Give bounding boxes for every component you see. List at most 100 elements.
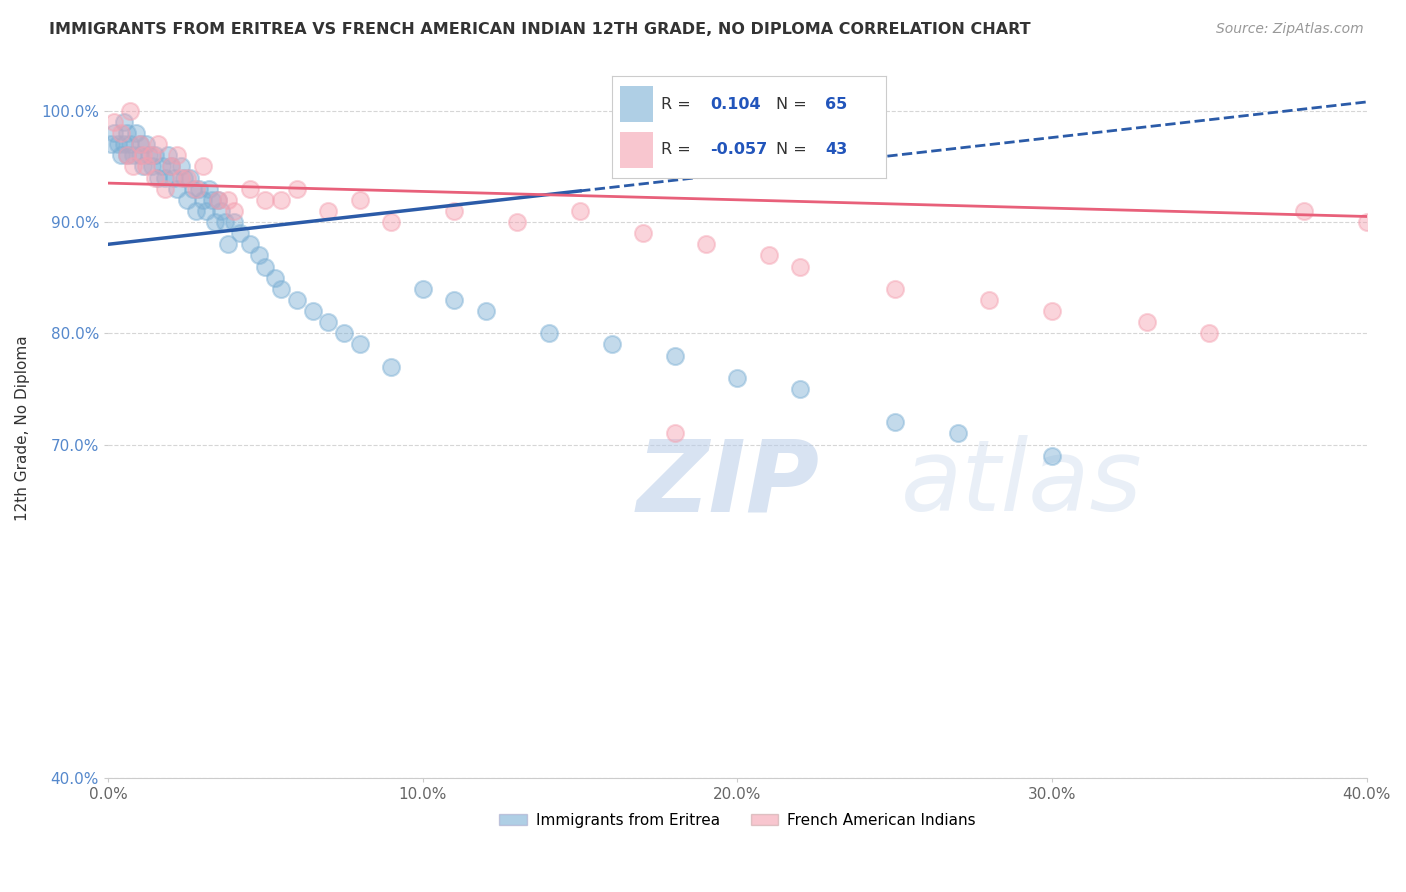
Point bbox=[209, 203, 232, 218]
Point bbox=[333, 326, 356, 341]
Point bbox=[695, 237, 717, 252]
Point bbox=[537, 326, 560, 341]
Point bbox=[1292, 203, 1315, 218]
Point bbox=[141, 160, 163, 174]
Point bbox=[169, 170, 191, 185]
Point bbox=[112, 115, 135, 129]
Point bbox=[270, 193, 292, 207]
Point bbox=[160, 160, 183, 174]
Point bbox=[318, 203, 340, 218]
Point bbox=[103, 115, 125, 129]
Point bbox=[160, 160, 183, 174]
Point bbox=[132, 148, 155, 162]
Point bbox=[135, 160, 157, 174]
Text: R =: R = bbox=[661, 142, 690, 157]
Point bbox=[883, 282, 905, 296]
Point bbox=[239, 237, 262, 252]
Point bbox=[727, 371, 749, 385]
Text: atlas: atlas bbox=[901, 435, 1143, 533]
Point bbox=[141, 148, 163, 162]
Point bbox=[443, 293, 465, 307]
Point bbox=[1198, 326, 1220, 341]
Point bbox=[191, 193, 214, 207]
Point bbox=[239, 182, 262, 196]
Point bbox=[115, 126, 138, 140]
Point bbox=[229, 226, 252, 240]
Point bbox=[138, 148, 160, 162]
Point bbox=[198, 182, 221, 196]
Point bbox=[789, 382, 811, 396]
Point bbox=[349, 337, 371, 351]
Point bbox=[176, 170, 198, 185]
Point bbox=[153, 170, 176, 185]
Point bbox=[166, 182, 188, 196]
Point bbox=[169, 160, 191, 174]
Point bbox=[125, 126, 148, 140]
Point bbox=[107, 137, 129, 152]
Bar bbox=[620, 87, 652, 122]
Point bbox=[143, 148, 166, 162]
Text: N =: N = bbox=[776, 96, 807, 112]
Point bbox=[946, 426, 969, 441]
Text: ZIP: ZIP bbox=[637, 435, 820, 533]
Point bbox=[186, 203, 208, 218]
Point bbox=[163, 170, 186, 185]
Point bbox=[254, 193, 277, 207]
Text: 0.104: 0.104 bbox=[710, 96, 761, 112]
Point bbox=[207, 193, 229, 207]
Point bbox=[179, 170, 201, 185]
Point bbox=[979, 293, 1001, 307]
Point bbox=[207, 193, 229, 207]
Point bbox=[217, 237, 239, 252]
Point bbox=[128, 148, 150, 162]
Point bbox=[122, 160, 145, 174]
Point bbox=[664, 426, 686, 441]
Point bbox=[883, 415, 905, 429]
Legend: Immigrants from Eritrea, French American Indians: Immigrants from Eritrea, French American… bbox=[494, 806, 981, 834]
Text: 43: 43 bbox=[825, 142, 848, 157]
Point bbox=[115, 148, 138, 162]
Point bbox=[214, 215, 236, 229]
Bar bbox=[620, 132, 652, 168]
Point bbox=[128, 137, 150, 152]
Point bbox=[128, 137, 150, 152]
Point bbox=[188, 182, 211, 196]
Point bbox=[135, 137, 157, 152]
Point bbox=[186, 182, 208, 196]
Point bbox=[194, 203, 217, 218]
Point bbox=[222, 203, 245, 218]
Point bbox=[506, 215, 529, 229]
Point bbox=[143, 170, 166, 185]
Point bbox=[1135, 315, 1157, 329]
Text: 65: 65 bbox=[825, 96, 848, 112]
Point bbox=[120, 137, 142, 152]
Point bbox=[122, 148, 145, 162]
Point bbox=[222, 215, 245, 229]
Point bbox=[150, 160, 173, 174]
Point bbox=[173, 170, 195, 185]
Point bbox=[166, 148, 188, 162]
Point bbox=[758, 248, 780, 262]
Point bbox=[664, 349, 686, 363]
Point bbox=[110, 148, 132, 162]
Text: -0.057: -0.057 bbox=[710, 142, 768, 157]
Point bbox=[201, 193, 224, 207]
Point bbox=[443, 203, 465, 218]
Point bbox=[285, 182, 308, 196]
Point bbox=[380, 359, 402, 374]
Point bbox=[148, 170, 170, 185]
Point bbox=[270, 282, 292, 296]
Point bbox=[380, 215, 402, 229]
Y-axis label: 12th Grade, No Diploma: 12th Grade, No Diploma bbox=[15, 335, 30, 521]
Point bbox=[156, 148, 179, 162]
Point bbox=[148, 137, 170, 152]
Point bbox=[132, 160, 155, 174]
Point bbox=[264, 270, 287, 285]
Point bbox=[100, 137, 122, 152]
Point bbox=[631, 226, 654, 240]
Point bbox=[153, 182, 176, 196]
Point bbox=[285, 293, 308, 307]
Point bbox=[254, 260, 277, 274]
Point bbox=[412, 282, 434, 296]
Point bbox=[789, 260, 811, 274]
